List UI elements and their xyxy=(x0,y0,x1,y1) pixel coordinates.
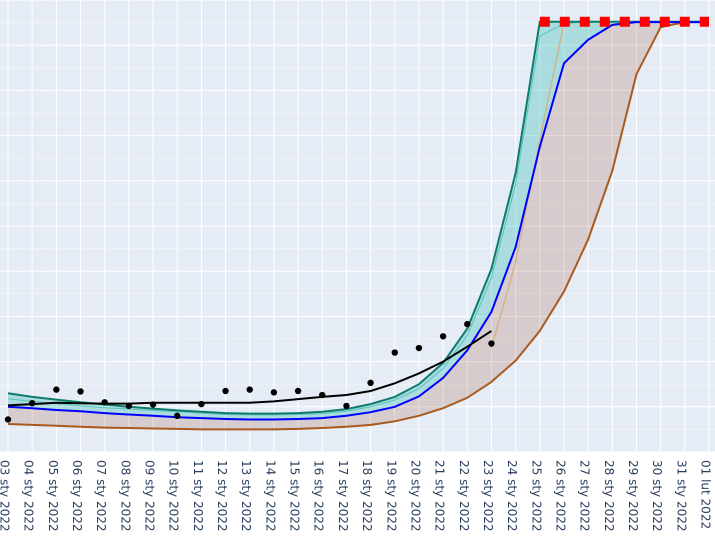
x-tick-label: 04 sty 2022 xyxy=(22,460,36,532)
observed-point xyxy=(222,387,229,395)
observed-point xyxy=(174,412,181,420)
x-tick-label: 13 sty 2022 xyxy=(239,460,253,532)
upper-band-area xyxy=(8,21,709,420)
x-tick-label: 19 sty 2022 xyxy=(384,460,398,532)
grid xyxy=(0,0,715,453)
x-tick-label: 23 sty 2022 xyxy=(481,460,495,532)
x-tick-label: 16 sty 2022 xyxy=(312,460,326,532)
x-tick-label: 21 sty 2022 xyxy=(433,460,447,532)
observed-point xyxy=(149,401,157,408)
center-line xyxy=(7,21,709,421)
lower-band-area xyxy=(8,22,709,430)
observed-point xyxy=(319,391,326,399)
x-axis-ticks: 03 sty 2022 04 sty 2022 05 sty 2022 06 sty … xyxy=(0,460,713,532)
observed-point xyxy=(464,320,471,328)
x-tick-label: 18 sty 2022 xyxy=(360,460,374,532)
x-tick-label: 29 sty 2022 xyxy=(626,460,640,532)
x-tick-label: 15 sty 2022 xyxy=(288,460,302,532)
observed-point xyxy=(343,402,350,410)
observed-point xyxy=(125,402,133,410)
x-tick-label: 10 sty 2022 xyxy=(167,460,181,532)
x-tick-label: 26 sty 2022 xyxy=(554,460,568,532)
x-tick-label: 07 sty 2022 xyxy=(94,460,108,532)
observed-point xyxy=(101,399,108,406)
observed-point xyxy=(294,387,302,395)
x-tick-label: 24 sty 2022 xyxy=(505,460,519,532)
x-tick-label: 27 sty 2022 xyxy=(578,460,592,532)
x-tick-label: 08 sty 2022 xyxy=(118,460,132,532)
observed-point xyxy=(391,349,398,356)
x-tick-label: 03 sty 2022 xyxy=(0,460,12,532)
x-tick-label: 05 sty 2022 xyxy=(46,460,60,532)
observed-point xyxy=(246,386,253,393)
trend-line xyxy=(7,330,492,407)
x-tick-label: 12 sty 2022 xyxy=(215,460,229,532)
x-tick-label: 09 sty 2022 xyxy=(143,460,157,532)
x-tick-label: 20 sty 2022 xyxy=(408,460,422,532)
x-tick-label: 31 sty 2022 xyxy=(674,460,688,532)
observed-point xyxy=(270,389,278,396)
x-tick-label: 25 sty 2022 xyxy=(529,460,543,532)
observed-point xyxy=(367,379,374,387)
observed-point xyxy=(488,340,495,347)
observed-point xyxy=(53,386,60,393)
observed-point xyxy=(4,416,12,423)
x-tick-label: 06 sty 2022 xyxy=(70,460,84,532)
observed-point xyxy=(415,344,423,352)
observed-point xyxy=(77,388,84,395)
observed-point xyxy=(28,399,36,407)
x-tick-label: 30 sty 2022 xyxy=(650,460,664,532)
x-tick-label: 28 sty 2022 xyxy=(602,460,616,532)
observed-point xyxy=(439,333,447,340)
observed-point xyxy=(198,400,205,408)
series-layer xyxy=(4,16,709,431)
upper-band-line xyxy=(7,20,709,415)
x-tick-label: 17 sty 2022 xyxy=(336,460,350,532)
x-tick-label: 11 sty 2022 xyxy=(191,460,205,532)
x-tick-label: 01 lut 2022 xyxy=(699,460,713,529)
x-tick-label: 22 sty 2022 xyxy=(457,460,471,532)
x-tick-label: 14 sty 2022 xyxy=(263,460,277,532)
lower-band-line xyxy=(7,21,709,431)
